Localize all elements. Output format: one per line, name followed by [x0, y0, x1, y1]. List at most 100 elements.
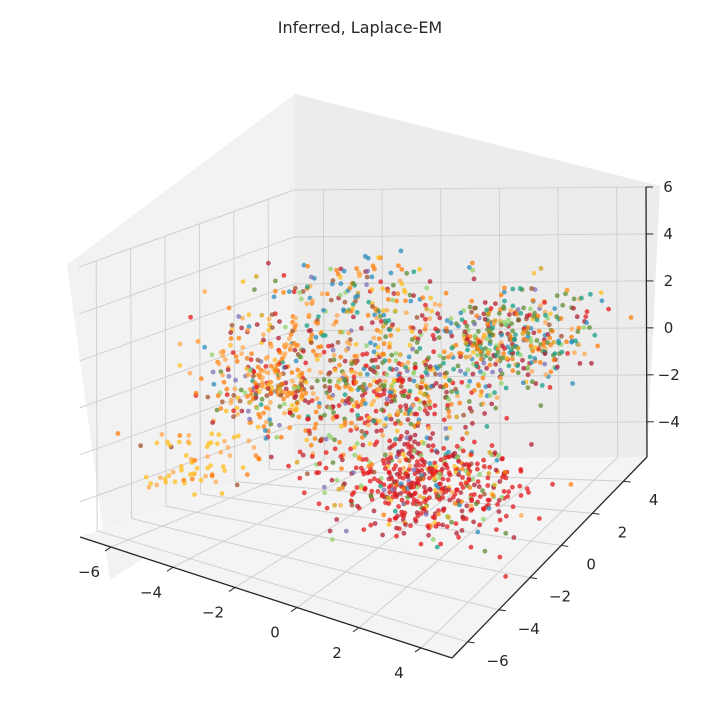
scatter-point [464, 503, 470, 509]
scatter-point [348, 498, 354, 504]
scatter-point [503, 574, 508, 579]
scatter-point [353, 465, 359, 471]
scatter-point [404, 435, 410, 441]
scatter-point [400, 362, 406, 367]
scatter-point [437, 302, 443, 308]
scatter-point [354, 266, 359, 271]
scatter-point [348, 309, 354, 314]
scatter-point [298, 396, 304, 402]
scatter-point [434, 450, 440, 455]
scatter-point [394, 533, 399, 539]
scatter-point [362, 401, 368, 407]
scatter-point [401, 501, 406, 507]
z-tick-label: −2 [658, 366, 680, 384]
scatter-point [375, 478, 381, 484]
scatter-point [417, 493, 423, 499]
scatter-point [460, 485, 466, 490]
scatter-point [295, 342, 300, 348]
scatter-point [443, 290, 449, 296]
scatter-point [452, 450, 458, 456]
scatter-point [432, 460, 438, 466]
scatter-point [435, 366, 440, 371]
scatter-point [444, 328, 450, 334]
scatter-point [381, 383, 387, 389]
scatter-point [487, 362, 493, 368]
scatter-point [465, 383, 471, 389]
scatter-point [263, 436, 269, 441]
scatter-point [337, 439, 342, 445]
scatter-point [310, 391, 316, 396]
scatter-point [186, 433, 192, 438]
back-pane-yz [295, 94, 660, 460]
scatter-point [441, 417, 447, 423]
y-tick-mark [561, 544, 569, 547]
scatter-point [431, 336, 437, 342]
grid-line-z-side [79, 236, 295, 315]
scatter-point [399, 379, 405, 384]
scatter-point [236, 314, 242, 319]
scatter-point [525, 385, 531, 391]
scatter-point [472, 388, 477, 393]
scatter-point [391, 291, 397, 296]
scatter-point [235, 412, 240, 417]
scatter-point [281, 273, 287, 278]
back-pane-xz [67, 94, 295, 580]
x-tick-mark [228, 587, 236, 592]
scatter-point [427, 460, 433, 466]
scatter-point [391, 282, 396, 288]
scatter-point [283, 380, 289, 386]
scatter-point [240, 465, 246, 470]
scatter-point [573, 338, 578, 344]
x-tick-label: −6 [78, 563, 100, 581]
scatter-point [380, 532, 385, 538]
scatter-point [477, 472, 482, 477]
scatter-point [338, 502, 343, 508]
scatter-point [301, 348, 306, 354]
scatter-point [248, 392, 254, 397]
scatter-point [315, 321, 320, 326]
scatter-point [381, 341, 387, 347]
scatter-point [435, 493, 441, 499]
scatter-point [464, 337, 470, 343]
scatter-point [231, 414, 236, 420]
scatter-point [397, 436, 403, 442]
scatter-point [432, 488, 438, 493]
scatter-point [571, 296, 577, 302]
scatter-point [269, 325, 275, 330]
scatter-point [367, 441, 373, 447]
scatter-point [424, 306, 430, 312]
scatter-point [393, 463, 398, 469]
scatter-point [446, 470, 452, 476]
scatter-point [240, 345, 246, 350]
scatter-point [495, 346, 501, 352]
x-tick-mark [414, 647, 422, 653]
scatter-point [482, 411, 487, 416]
scatter-point [559, 333, 564, 339]
scatter-point [521, 305, 526, 311]
scatter-point [371, 335, 377, 341]
scatter-point [469, 298, 475, 304]
scatter-point [269, 363, 274, 369]
scatter-point [193, 390, 199, 396]
scatter-point [543, 312, 548, 318]
scatter-points [115, 248, 634, 579]
scatter-point [385, 297, 391, 302]
scatter-point [419, 313, 425, 318]
scatter-point [501, 306, 507, 311]
scatter-point [387, 445, 393, 451]
scatter-point [471, 349, 476, 355]
scatter-point [246, 324, 252, 329]
scatter-point [254, 274, 259, 279]
scatter-point [313, 409, 319, 415]
scatter-point [313, 421, 319, 427]
scatter-point [332, 367, 338, 373]
scatter-point [489, 401, 495, 407]
scatter-point [304, 284, 310, 290]
scatter-point [518, 310, 524, 316]
scatter-point [427, 475, 432, 481]
scatter-point [437, 372, 443, 377]
scatter-point [355, 404, 361, 409]
scatter-point [254, 322, 260, 327]
scatter-point [421, 506, 427, 512]
scatter-point [316, 404, 322, 410]
